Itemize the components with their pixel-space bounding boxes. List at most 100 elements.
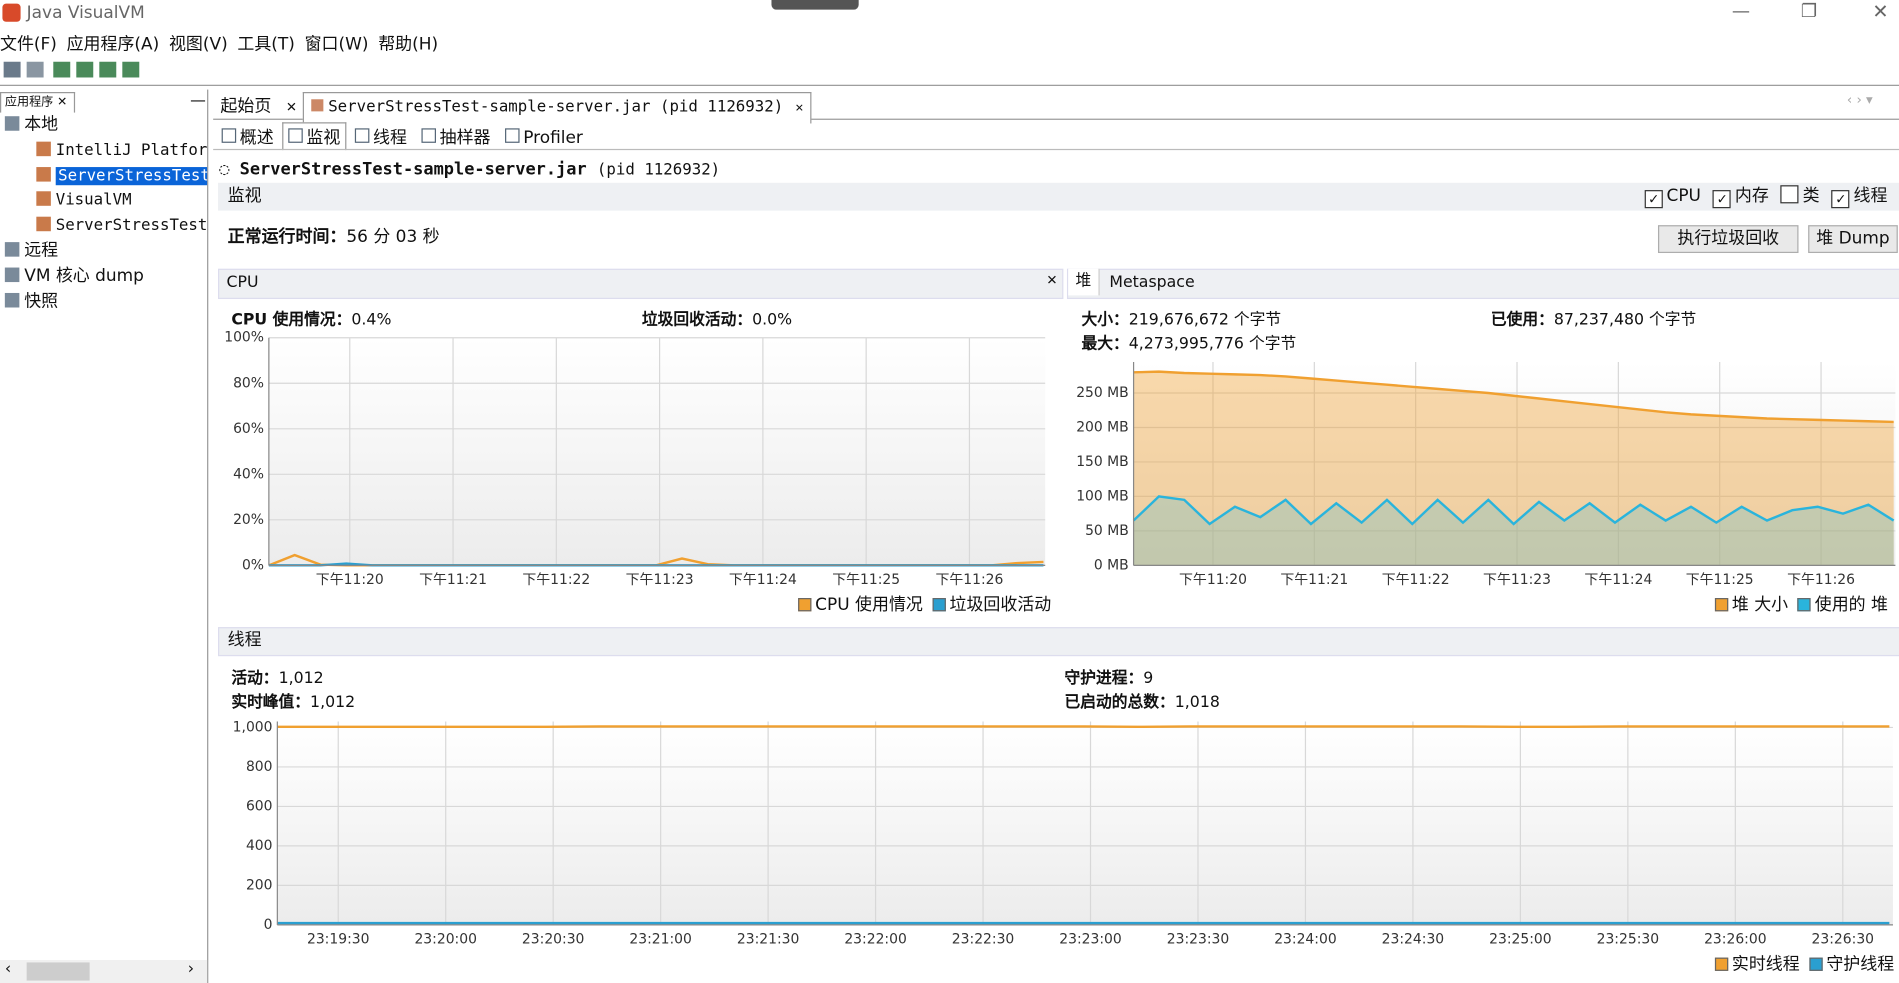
y-tick-label: 40% (233, 466, 264, 482)
stat-label: 最大： (1081, 335, 1129, 354)
tree-item[interactable]: VM 核心 dump (4, 265, 144, 288)
subtab[interactable]: Profiler (499, 126, 589, 150)
subtab-label: 抽样器 (439, 128, 491, 148)
subtab-icon (354, 128, 370, 143)
close-button[interactable]: ✕ (1872, 0, 1889, 24)
subtab-icon (288, 128, 303, 143)
tab-nav[interactable]: ‹ › ▾ (1846, 92, 1873, 108)
menu-item[interactable]: 窗口(W) (304, 35, 369, 55)
scroll-right[interactable]: › (187, 960, 195, 979)
stat-value: 0.0% (752, 311, 793, 330)
y-tick-label: 200 MB (1076, 419, 1129, 435)
checkbox[interactable]: ✓ (1831, 190, 1850, 209)
legend-swatch (1714, 957, 1729, 971)
x-tick-label: 23:26:00 (1704, 931, 1766, 947)
area (1133, 371, 1894, 566)
tree-label: ServerStressTest- (55, 216, 208, 236)
tree-item[interactable]: 快照 (4, 290, 59, 313)
checkbox[interactable]: ✓ (1713, 190, 1732, 209)
line (1133, 370, 1894, 424)
stat-label: 实时峰值： (231, 693, 311, 712)
scroll-left[interactable]: ‹ (4, 960, 12, 979)
tree-item[interactable]: ServerStressTest- (36, 164, 208, 187)
stat-label: 垃圾回收活动： (641, 311, 753, 330)
legend-label: CPU 使用情况 (815, 595, 923, 615)
cpu-panel-header (217, 268, 1064, 300)
x-tick-label: 下午11:22 (1382, 572, 1450, 588)
y-tick-label: 80% (233, 375, 264, 391)
y-tick-label: 100% (224, 330, 264, 346)
tree-item[interactable]: 本地 (4, 114, 59, 137)
heap-dump-button[interactable]: 堆 Dump (1808, 225, 1898, 254)
subtab[interactable]: 线程 (349, 122, 413, 151)
y-tick-label: 20% (233, 512, 264, 528)
thread-stat: 守护进程：9 (1065, 668, 1154, 690)
app-header: ◌ ServerStressTest-sample-server.jar (pi… (219, 159, 721, 180)
metaspace-tab[interactable]: Metaspace (1109, 273, 1195, 292)
subtab[interactable]: 监视 (282, 122, 347, 151)
y-tick-label: 800 (246, 759, 273, 775)
x-tick-label: 23:21:00 (629, 931, 691, 947)
scroll-thumb[interactable] (26, 962, 90, 981)
restore-button[interactable]: ❐ (1800, 0, 1818, 22)
subtab-icon (221, 128, 237, 143)
legend-label: 守护线程 (1826, 955, 1895, 975)
menu-item[interactable]: 应用程序(A) (66, 35, 160, 55)
y-tick-label: 400 (246, 838, 273, 854)
start-tab[interactable]: 起始页 ✕ (220, 96, 297, 117)
toolbar-button[interactable] (26, 61, 44, 78)
x-tick-label: 23:24:30 (1382, 931, 1444, 947)
tab-label: 起始页 (220, 96, 272, 117)
thread-stat: 实时峰值：1,012 (231, 692, 355, 714)
tree-item[interactable]: ServerStressTest- (36, 215, 207, 238)
checkbox-group: ✓ CPU ✓ 内存类 ✓ 线程 (1633, 185, 1887, 209)
checkbox[interactable]: ✓ (1644, 190, 1663, 209)
subtab[interactable]: 概述 (216, 122, 280, 151)
tree-item[interactable]: IntelliJ Platfor (36, 139, 207, 162)
uptime-value: 56 分 03 秒 (346, 227, 440, 247)
toolbar-button[interactable] (122, 61, 140, 78)
tree-label: VisualVM (55, 191, 132, 210)
threads-title: 线程 (227, 630, 262, 651)
sidebar-tab[interactable]: 应用程序 ✕ (0, 92, 76, 113)
toolbar-button[interactable] (99, 61, 117, 78)
stat-value: 1,012 (310, 693, 356, 712)
stat-label: 已使用： (1490, 311, 1554, 330)
toolbar-button[interactable] (3, 61, 21, 78)
tree-item[interactable]: 远程 (4, 240, 58, 263)
tree-icon (36, 191, 51, 207)
minimize-button[interactable]: — (1731, 0, 1751, 22)
menu-item[interactable]: 视图(V) (168, 35, 228, 55)
uptime: 正常运行时间：56 分 03 秒 (228, 226, 440, 248)
x-tick-label: 23:23:00 (1059, 931, 1121, 947)
plot-background (268, 337, 1046, 566)
menu-item[interactable]: 帮助(H) (378, 35, 439, 55)
x-tick-label: 下午11:25 (1686, 572, 1754, 588)
stat-value: 219,676,672 个字节 (1128, 311, 1282, 330)
legend-label: 堆 大小 (1731, 595, 1789, 615)
tree-icon (4, 116, 20, 131)
y-tick-label: 50 MB (1085, 523, 1129, 539)
app-tab[interactable]: ServerStressTest-sample-server.jar (pid … (302, 92, 812, 124)
menu-item[interactable]: 文件(F) (0, 35, 57, 55)
toolbar-button[interactable] (53, 61, 71, 78)
legend-swatch (1714, 598, 1729, 612)
checkbox[interactable] (1780, 185, 1800, 204)
heap-tab[interactable]: 堆 (1068, 268, 1100, 296)
subtab[interactable]: 抽样器 (415, 122, 496, 151)
sidebar-minimize[interactable]: — (190, 92, 206, 111)
stat-label: 大小： (1081, 311, 1129, 330)
subtab-bar: 概述 监视 线程 抽样器 Profiler (216, 122, 592, 151)
tree-label: 快照 (24, 291, 59, 311)
menu-item[interactable]: 工具(T) (237, 35, 295, 55)
gc-stat: 垃圾回收活动：0.0% (642, 310, 792, 332)
x-tick-label: 23:25:30 (1597, 931, 1659, 947)
checkbox-label: CPU (1666, 186, 1701, 206)
legend-label: 实时线程 (1731, 955, 1800, 975)
tree-item[interactable]: VisualVM (36, 189, 132, 212)
gc-button[interactable]: 执行垃圾回收 (1657, 225, 1799, 254)
cpu-close[interactable]: ✕ (1046, 272, 1058, 289)
x-tick-label: 23:22:00 (844, 931, 906, 947)
tree-label: 本地 (24, 115, 59, 135)
toolbar-button[interactable] (76, 61, 94, 78)
